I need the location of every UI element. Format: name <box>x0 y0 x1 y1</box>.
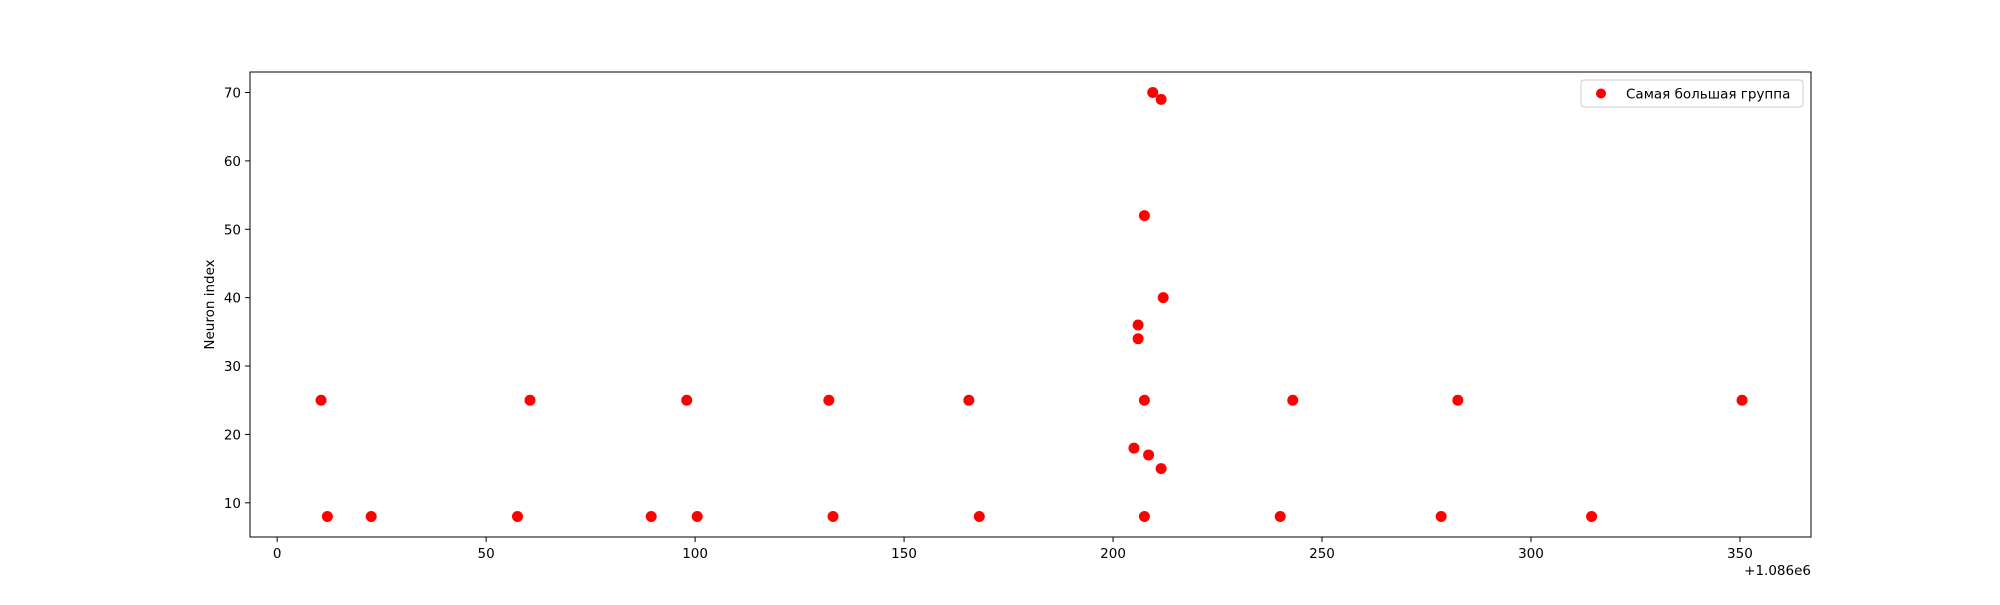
data-point <box>1132 333 1144 345</box>
data-point <box>691 510 703 522</box>
data-point <box>365 510 377 522</box>
x-tick-label: 0 <box>273 546 282 562</box>
data-points <box>315 87 1748 522</box>
y-tick-label: 50 <box>224 222 241 238</box>
data-point <box>1287 394 1299 406</box>
x-tick-label: 350 <box>1727 546 1753 562</box>
legend-marker <box>1596 88 1606 99</box>
data-point <box>1132 319 1144 331</box>
data-point <box>963 394 975 406</box>
legend-box <box>1580 79 1804 108</box>
data-point <box>1736 394 1748 406</box>
data-point <box>524 394 536 406</box>
data-point <box>681 394 693 406</box>
x-tick-label: 150 <box>891 546 917 562</box>
y-tick-label: 60 <box>224 154 241 170</box>
data-point <box>1143 449 1155 461</box>
y-tick-label: 10 <box>224 496 241 512</box>
x-tick-label: 100 <box>682 546 708 562</box>
data-point <box>827 510 839 522</box>
legend: Самая большая группа <box>1580 79 1804 108</box>
data-point <box>1155 463 1167 475</box>
data-point <box>1157 292 1169 304</box>
data-point <box>823 394 835 406</box>
data-point <box>1155 93 1167 105</box>
y-tick-label: 30 <box>224 359 241 375</box>
data-point <box>1128 442 1140 454</box>
x-tick-label: 300 <box>1518 546 1544 562</box>
y-tick-label: 70 <box>224 86 241 102</box>
legend-label: Самая большая группа <box>1626 87 1790 103</box>
x-axis: 0 50 100 150 200 250 300 350 <box>273 537 1753 562</box>
x-axis-offset-label: +1.086e6 <box>1744 563 1811 579</box>
data-point <box>511 510 523 522</box>
data-point <box>1138 510 1150 522</box>
y-tick-label: 40 <box>224 291 241 307</box>
plot-frame <box>249 71 1812 538</box>
x-tick-label: 250 <box>1309 546 1335 562</box>
data-point <box>1452 394 1464 406</box>
x-tick-label: 200 <box>1100 546 1126 562</box>
y-axis: 10 20 30 40 50 60 70 <box>224 86 250 512</box>
data-point <box>1435 510 1447 522</box>
data-point <box>1274 510 1286 522</box>
y-axis-label: Neuron index <box>202 259 218 349</box>
x-tick-label: 50 <box>478 546 495 562</box>
data-point <box>1147 87 1159 99</box>
data-point <box>1138 210 1150 222</box>
data-point <box>315 394 327 406</box>
data-point <box>645 510 657 522</box>
y-tick-label: 20 <box>224 427 241 443</box>
data-point <box>321 510 333 522</box>
data-point <box>1138 394 1150 406</box>
data-point <box>1586 510 1598 522</box>
data-point <box>973 510 985 522</box>
